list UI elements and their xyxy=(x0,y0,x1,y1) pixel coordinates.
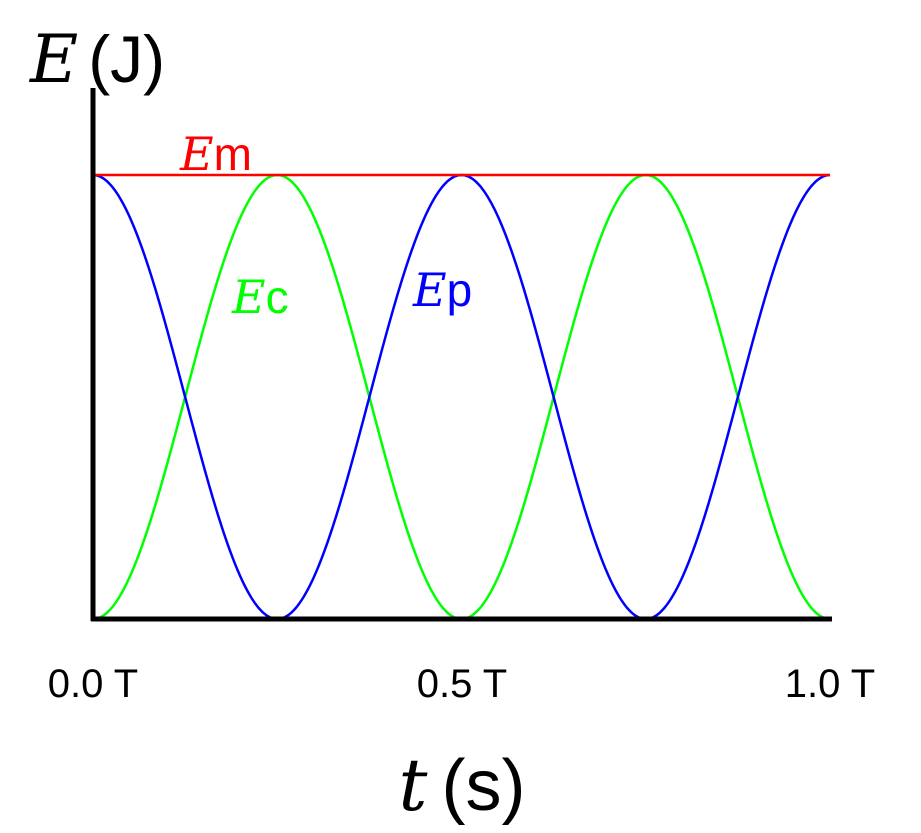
series-label-ec: Ec xyxy=(231,270,289,324)
series-label-em-symbol: E xyxy=(179,127,214,181)
x-tick-label-1: 0.5 T xyxy=(417,662,507,706)
x-tick-label-0: 0.0 T xyxy=(48,662,138,706)
series-label-ep-sub: p xyxy=(447,264,473,316)
series-label-ec-sub: c xyxy=(266,271,289,323)
series-label-em: Em xyxy=(179,127,252,181)
series-label-ec-symbol: E xyxy=(231,270,266,324)
series-line-ep xyxy=(92,173,831,621)
series-line-ec xyxy=(92,173,831,621)
x-tick-label-2: 1.0 T xyxy=(785,662,875,706)
x-axis-symbol: t xyxy=(399,743,429,827)
x-axis-unit: (s) xyxy=(441,746,525,826)
series-label-ep: Ep xyxy=(412,263,472,317)
x-axis-title: t (s) xyxy=(399,743,526,827)
y-axis-symbol: E xyxy=(29,21,78,98)
series-label-em-sub: m xyxy=(214,128,252,180)
y-axis-unit: (J) xyxy=(88,22,165,96)
series-group xyxy=(92,173,831,621)
series-label-ep-symbol: E xyxy=(412,263,447,317)
y-axis-title: E (J) xyxy=(29,21,165,98)
